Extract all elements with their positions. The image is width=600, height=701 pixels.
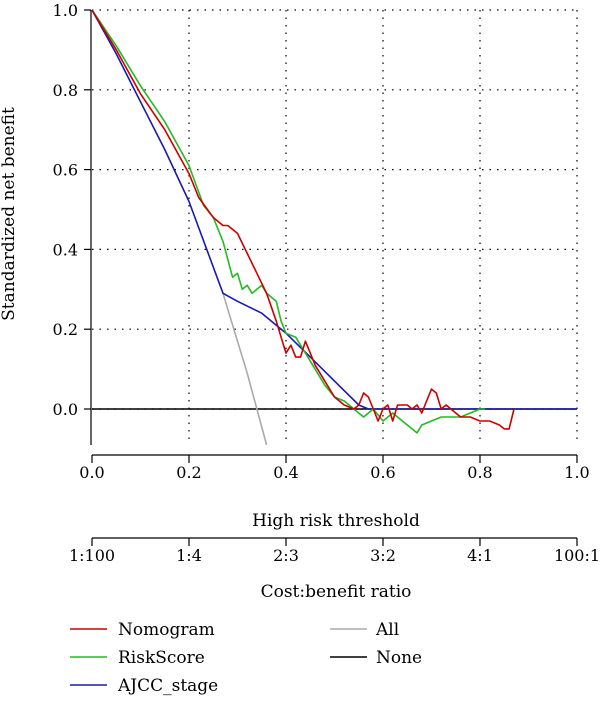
y-tick-label: 0.2 xyxy=(53,320,78,339)
axes xyxy=(90,10,577,539)
y-tick-label: 0.0 xyxy=(53,400,78,419)
x-tick-label: 0.8 xyxy=(467,463,492,482)
ratio-tick-label: 100:1 xyxy=(554,546,600,565)
legend: Nomogram RiskScore AJCC_stage All None xyxy=(70,620,422,696)
series-line-nomogram xyxy=(91,9,515,430)
y-tick-label: 0.8 xyxy=(53,81,78,100)
ticks: 0.0 0.2 0.4 0.6 0.8 1.0 0.0 0.2 0.4 0.6 0.8 1.0 1:10… xyxy=(53,1,600,565)
series-line-all xyxy=(222,293,268,446)
x-tick-label: 0.2 xyxy=(176,463,201,482)
series-line-ajcc-stage xyxy=(91,9,577,410)
ratio-tick-label: 3:2 xyxy=(370,546,396,565)
x-tick-label: 0.6 xyxy=(370,463,395,482)
y-axis-title: Standardized net benefit xyxy=(0,107,19,321)
ratio-tick-label: 1:4 xyxy=(176,546,202,565)
series-line-riskscore xyxy=(91,9,485,434)
x-tick-label: 1.0 xyxy=(564,463,589,482)
series xyxy=(91,9,577,446)
ratio-axis-title: Cost:benefit ratio xyxy=(261,582,412,602)
ratio-tick-label: 1:100 xyxy=(69,546,115,565)
legend-label-all: All xyxy=(375,620,399,640)
x-tick-label: 0.0 xyxy=(79,463,104,482)
y-tick-label: 0.6 xyxy=(53,161,78,180)
ratio-tick-label: 4:1 xyxy=(467,546,493,565)
legend-label-nomogram: Nomogram xyxy=(118,620,215,640)
legend-label-none: None xyxy=(376,648,422,668)
grid xyxy=(92,9,578,445)
x-tick-label: 0.4 xyxy=(273,463,298,482)
y-tick-label: 0.4 xyxy=(53,240,78,259)
legend-label-ajcc-stage: AJCC_stage xyxy=(117,676,218,696)
ratio-tick-label: 2:3 xyxy=(273,546,299,565)
legend-label-riskscore: RiskScore xyxy=(118,648,205,668)
y-tick-label: 1.0 xyxy=(53,1,78,20)
x-axis-title: High risk threshold xyxy=(252,511,420,531)
